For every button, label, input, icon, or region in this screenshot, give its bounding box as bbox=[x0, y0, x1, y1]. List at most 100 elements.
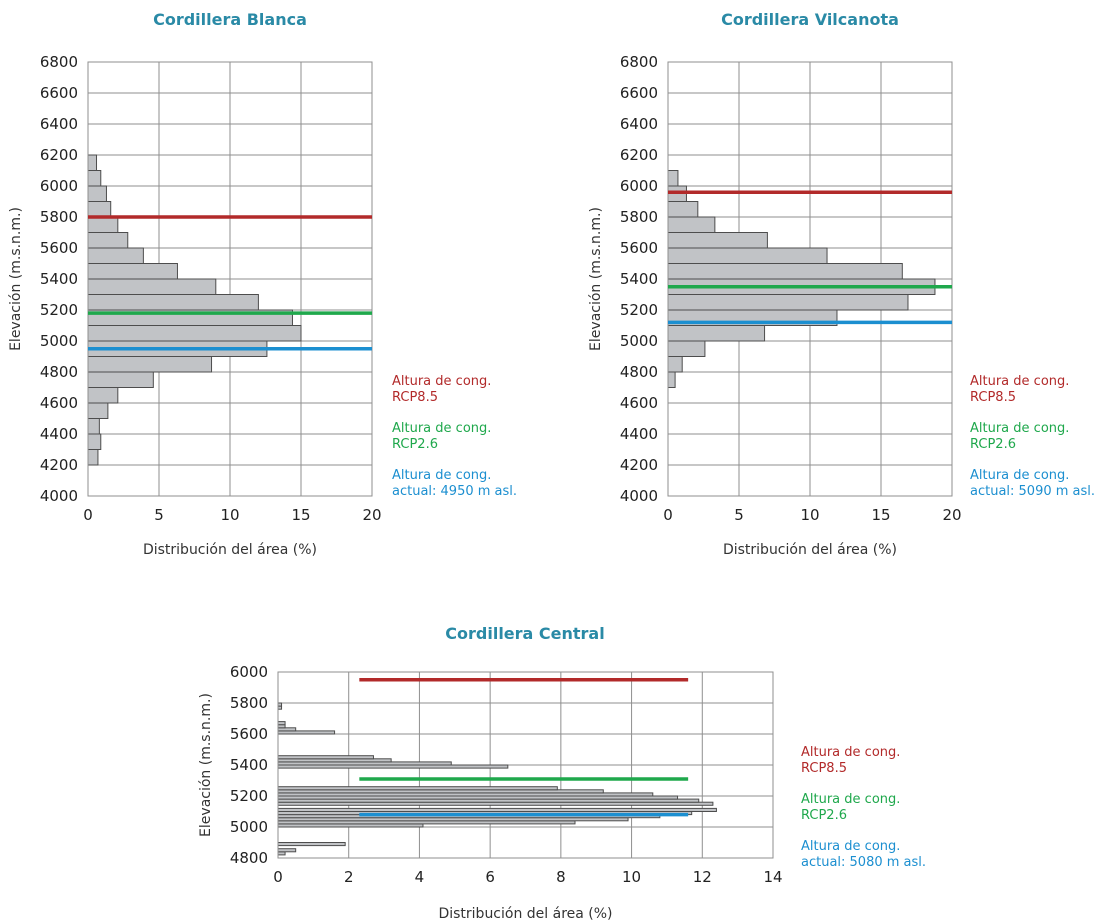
bar-5400 bbox=[87, 263, 178, 280]
legend-rcp85-line: Altura de cong. bbox=[392, 374, 491, 389]
x-axis-label: Distribución del área (%) bbox=[438, 906, 612, 922]
bar-6100 bbox=[87, 154, 98, 171]
legend-actual-line: Altura de cong. bbox=[392, 468, 491, 483]
bar-6000 bbox=[87, 170, 102, 187]
chart-title: Cordillera Vilcanota bbox=[721, 10, 899, 29]
x-tick-label: 0 bbox=[663, 506, 673, 524]
y-tick-label: 5200 bbox=[40, 301, 78, 319]
x-tick-label: 0 bbox=[273, 868, 283, 886]
y-tick-label: 5000 bbox=[40, 332, 78, 350]
legend-rcp26-line: Altura de cong. bbox=[970, 421, 1069, 436]
y-tick-label: 5600 bbox=[230, 725, 268, 743]
bar-5700 bbox=[667, 216, 716, 233]
y-tick-label: 6800 bbox=[620, 53, 658, 71]
chart-title: Cordillera Central bbox=[445, 624, 604, 643]
bar-4800 bbox=[87, 356, 213, 373]
y-tick-label: 5600 bbox=[620, 239, 658, 257]
bar-5500 bbox=[667, 247, 828, 264]
y-tick-label: 6400 bbox=[620, 115, 658, 133]
y-tick-label: 5200 bbox=[620, 301, 658, 319]
y-tick-label: 5200 bbox=[230, 787, 268, 805]
bar-5100 bbox=[277, 807, 717, 813]
bar-5240 bbox=[277, 786, 558, 791]
chart-title: Cordillera Blanca bbox=[153, 10, 307, 29]
legend-actual-line: Altura de cong. bbox=[801, 839, 900, 854]
legend-rcp85-line: Altura de cong. bbox=[801, 745, 900, 760]
y-tick-label: 6000 bbox=[230, 663, 268, 681]
legend-actual-line: actual: 5080 m asl. bbox=[801, 855, 926, 870]
y-tick-label: 5800 bbox=[620, 208, 658, 226]
y-tick-label: 5600 bbox=[40, 239, 78, 257]
y-tick-label: 5000 bbox=[620, 332, 658, 350]
legend-rcp26-line: Altura de cong. bbox=[801, 792, 900, 807]
bar-4200 bbox=[87, 449, 99, 466]
bar-4600 bbox=[87, 387, 119, 404]
chart-central: Cordillera Central 4800 5000 5200 5400 5600 58… bbox=[198, 624, 926, 922]
y-tick-label: 6000 bbox=[620, 177, 658, 195]
y-tick-label: 5400 bbox=[230, 756, 268, 774]
y-tick-label: 4200 bbox=[40, 456, 78, 474]
bar-4700 bbox=[667, 371, 676, 388]
y-tick-label: 4800 bbox=[40, 363, 78, 381]
bar-5000 bbox=[87, 325, 302, 342]
y-tick-label: 6000 bbox=[40, 177, 78, 195]
x-tick-label: 0 bbox=[83, 506, 93, 524]
legend-rcp85-line: Altura de cong. bbox=[970, 374, 1069, 389]
bar-5500 bbox=[87, 247, 144, 264]
legend-actual-line: Altura de cong. bbox=[970, 468, 1069, 483]
y-tick-label: 6400 bbox=[40, 115, 78, 133]
y-axis-label: Elevación (m.s.n.m.) bbox=[198, 693, 214, 837]
bar-5200 bbox=[87, 294, 259, 311]
x-tick-label: 10 bbox=[800, 506, 819, 524]
bar-4300 bbox=[87, 433, 102, 450]
x-tick-label: 14 bbox=[763, 868, 782, 886]
y-tick-label: 5800 bbox=[40, 208, 78, 226]
bar-4900 bbox=[667, 340, 706, 357]
y-tick-label: 4200 bbox=[620, 456, 658, 474]
y-tick-label: 6200 bbox=[620, 146, 658, 164]
x-tick-label: 6 bbox=[485, 868, 495, 886]
y-tick-label: 4600 bbox=[40, 394, 78, 412]
bar-5700 bbox=[87, 216, 119, 233]
y-axis-label: Elevación (m.s.n.m.) bbox=[588, 207, 604, 351]
bar-5600 bbox=[667, 232, 768, 249]
legend-rcp26-line: Altura de cong. bbox=[392, 421, 491, 436]
x-tick-label: 4 bbox=[415, 868, 425, 886]
y-tick-label: 4400 bbox=[620, 425, 658, 443]
legend-rcp85-line: RCP8.5 bbox=[970, 390, 1016, 405]
plot-frame bbox=[667, 61, 953, 497]
x-tick-label: 2 bbox=[344, 868, 354, 886]
y-tick-label: 5400 bbox=[40, 270, 78, 288]
legend-actual-line: actual: 4950 m asl. bbox=[392, 484, 517, 499]
bar-6000 bbox=[667, 170, 679, 187]
legend-rcp26-line: RCP2.6 bbox=[801, 808, 847, 823]
y-tick-label: 4000 bbox=[620, 487, 658, 505]
bar-4700 bbox=[87, 371, 154, 388]
x-tick-label: 20 bbox=[942, 506, 961, 524]
x-tick-label: 10 bbox=[220, 506, 239, 524]
y-tick-label: 5000 bbox=[230, 818, 268, 836]
bar-5440 bbox=[277, 755, 374, 760]
bar-5600 bbox=[87, 232, 129, 249]
bar-5780 bbox=[277, 702, 283, 707]
bar-4880 bbox=[277, 842, 346, 847]
legend-rcp26-line: RCP2.6 bbox=[970, 437, 1016, 452]
y-tick-label: 6600 bbox=[620, 84, 658, 102]
bar-5300 bbox=[87, 278, 217, 295]
x-tick-label: 20 bbox=[362, 506, 381, 524]
legend-rcp85-line: RCP8.5 bbox=[801, 761, 847, 776]
plot-frame bbox=[87, 61, 373, 497]
y-tick-label: 4800 bbox=[230, 849, 268, 867]
bar-5900 bbox=[87, 185, 107, 202]
x-tick-label: 5 bbox=[734, 506, 744, 524]
x-tick-label: 12 bbox=[693, 868, 712, 886]
x-axis-label: Distribución del área (%) bbox=[143, 542, 317, 558]
plot-frame bbox=[277, 671, 774, 859]
y-tick-label: 4000 bbox=[40, 487, 78, 505]
bar-5400 bbox=[667, 263, 903, 280]
x-axis-label: Distribución del área (%) bbox=[723, 542, 897, 558]
chart-vilcanota: Cordillera Vilcanota 4000 4200 4400 4600 4800… bbox=[588, 10, 1095, 558]
y-tick-label: 4600 bbox=[620, 394, 658, 412]
bar-4800 bbox=[667, 356, 683, 373]
legend-rcp26-line: RCP2.6 bbox=[392, 437, 438, 452]
